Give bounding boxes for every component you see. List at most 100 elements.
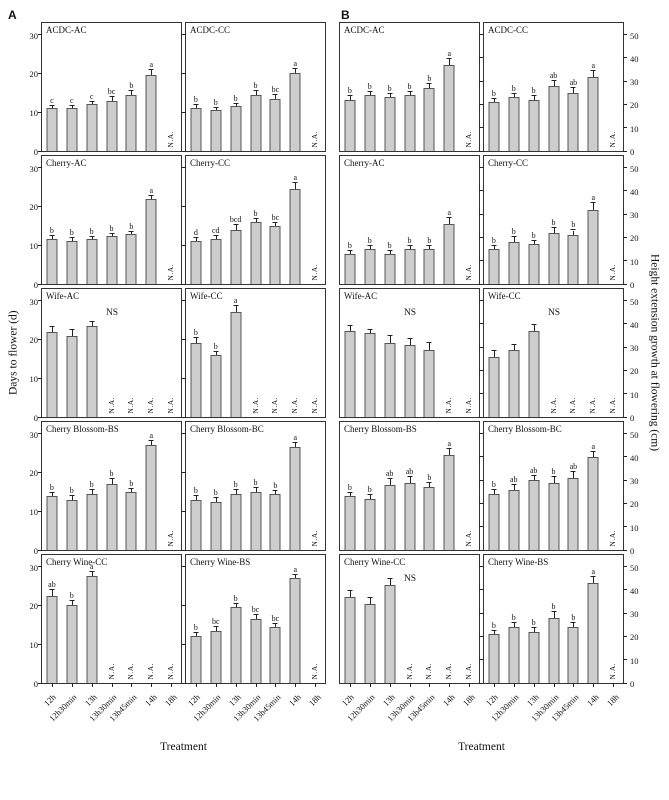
x-tick-labels-row: 12h 12h30min 13h 13h30min 13h45min 14h 18h 12h 1… bbox=[339, 689, 647, 737]
x-tick-label-slot: 14h bbox=[142, 689, 162, 737]
subplot: Wife-CC NS N.A. N.A. N.A. N.A. bbox=[483, 288, 627, 418]
sig-letter: b bbox=[491, 235, 496, 245]
bar bbox=[587, 582, 599, 683]
bars-area: b b b b b a N.A. bbox=[340, 23, 479, 151]
na-label: N.A. bbox=[166, 397, 176, 414]
x-labels-spacer bbox=[21, 689, 41, 737]
sig-letter: b bbox=[511, 83, 516, 93]
bars-area: b b ab ab b a N.A. bbox=[340, 422, 479, 550]
bar-slot: b bbox=[82, 156, 102, 284]
y-tick-mark bbox=[479, 479, 483, 481]
error-bar bbox=[493, 630, 495, 635]
bar bbox=[289, 447, 301, 550]
bar-slot: N.A. bbox=[305, 156, 325, 284]
na-label: N.A. bbox=[250, 397, 260, 414]
bar-slot: b bbox=[544, 555, 564, 687]
sig-letter: b bbox=[69, 486, 74, 496]
bar bbox=[344, 99, 356, 151]
sig-letter: a bbox=[447, 207, 451, 217]
subplot-row: ACDC-AC b b b b b a N.A. ACDC-CC b b b ab ab a N.A. 0 10 2… bbox=[339, 22, 647, 157]
bar-slot: b bbox=[340, 156, 360, 284]
bars-area: b b a N.A. N.A. N.A. N.A. bbox=[186, 289, 325, 417]
error-bar-cap bbox=[193, 337, 199, 339]
x-tick-label-slot: 13h45min bbox=[549, 689, 584, 737]
x-tick-label-slot: 13h45min bbox=[405, 689, 440, 737]
bar-slot: a bbox=[439, 156, 459, 284]
error-bar bbox=[493, 489, 495, 495]
bar-slot bbox=[380, 555, 400, 687]
x-tick-mark bbox=[255, 683, 257, 687]
sig-letter: b bbox=[531, 86, 536, 96]
bar-slot: bc bbox=[265, 23, 285, 151]
x-tick-mark bbox=[553, 683, 555, 687]
bar-slot: ab bbox=[544, 23, 564, 151]
bar bbox=[443, 454, 455, 550]
panel-a: A Days to flower (d) 0 10 20 30 ACDC-AC c c c bc… bbox=[6, 8, 329, 753]
bar-slot: b bbox=[484, 555, 504, 687]
panel-a-body: Days to flower (d) 0 10 20 30 ACDC-AC c c c bc b a… bbox=[6, 22, 329, 753]
error-bar bbox=[573, 88, 575, 93]
y-tick-label: 0 bbox=[630, 679, 635, 689]
subplot-title: Cherry Wine-BS bbox=[488, 557, 549, 567]
error-bar-cap bbox=[193, 495, 199, 497]
bar-slot: b bbox=[186, 289, 206, 417]
bar-slot: N.A. bbox=[603, 422, 623, 550]
bar bbox=[190, 343, 202, 417]
bar-slot: b bbox=[186, 23, 206, 151]
error-bar bbox=[389, 251, 391, 254]
bar bbox=[587, 76, 599, 151]
subplot: Cherry Blossom-BC b b b b b a N.A. bbox=[182, 421, 326, 551]
bar-slot: N.A. bbox=[439, 555, 459, 687]
error-bar-cap bbox=[446, 447, 452, 449]
error-bar-cap bbox=[551, 80, 556, 82]
bar bbox=[250, 221, 261, 284]
y-tick-mark bbox=[182, 433, 186, 435]
bar bbox=[488, 634, 500, 683]
bar-slot: b bbox=[400, 156, 420, 284]
y-tick-mark bbox=[182, 471, 186, 473]
bar-slot: b bbox=[265, 422, 285, 550]
y-tick-mark bbox=[182, 205, 186, 207]
error-bar-cap bbox=[89, 570, 95, 572]
sig-letter: bc bbox=[251, 605, 260, 615]
bar-slot: b bbox=[102, 422, 122, 550]
sig-letter: b bbox=[253, 80, 258, 90]
sig-letter: b bbox=[89, 479, 94, 489]
bar-slot: b bbox=[380, 156, 400, 284]
error-bar-cap bbox=[233, 602, 239, 604]
y-tick-label: 50 bbox=[630, 163, 639, 174]
bars-area: b b b b b a N.A. bbox=[484, 156, 623, 284]
y-tick-mark bbox=[38, 549, 42, 551]
x-tick-mark bbox=[111, 683, 113, 687]
bar-slot: b bbox=[82, 422, 102, 550]
error-bar bbox=[71, 105, 73, 109]
x-tick-label-slot: 18h bbox=[306, 689, 326, 737]
bar bbox=[250, 491, 261, 550]
subplot-title: ACDC-CC bbox=[190, 25, 231, 35]
error-bar bbox=[71, 496, 73, 500]
bar-slot bbox=[504, 289, 524, 417]
error-bar-cap bbox=[193, 237, 199, 239]
sig-letter: a bbox=[149, 185, 153, 195]
y-tick-mark bbox=[38, 377, 42, 379]
bar-slot: b bbox=[42, 422, 62, 550]
y-tick-mark bbox=[479, 190, 483, 192]
bar-slot: ab bbox=[563, 422, 583, 550]
subplot: Cherry Blossom-BS b b ab ab b a N.A. bbox=[339, 421, 483, 551]
error-bar bbox=[593, 202, 595, 210]
bar bbox=[508, 489, 520, 550]
error-bar bbox=[91, 237, 93, 240]
y-tick-mark bbox=[623, 612, 627, 614]
bar bbox=[384, 342, 396, 417]
error-bar bbox=[513, 622, 515, 628]
y-tick-mark bbox=[38, 338, 42, 340]
sig-letter: b bbox=[367, 81, 372, 91]
error-bar bbox=[513, 344, 515, 350]
na-label: N.A. bbox=[464, 663, 474, 680]
subplot-title: Cherry Blossom-BC bbox=[488, 424, 562, 434]
x-tick-label: 12h bbox=[340, 692, 357, 709]
bar-slot: a bbox=[583, 422, 603, 550]
x-tick-label-slot: 18h bbox=[162, 689, 182, 737]
y-tick-mark bbox=[623, 502, 627, 504]
error-bar bbox=[111, 479, 113, 485]
